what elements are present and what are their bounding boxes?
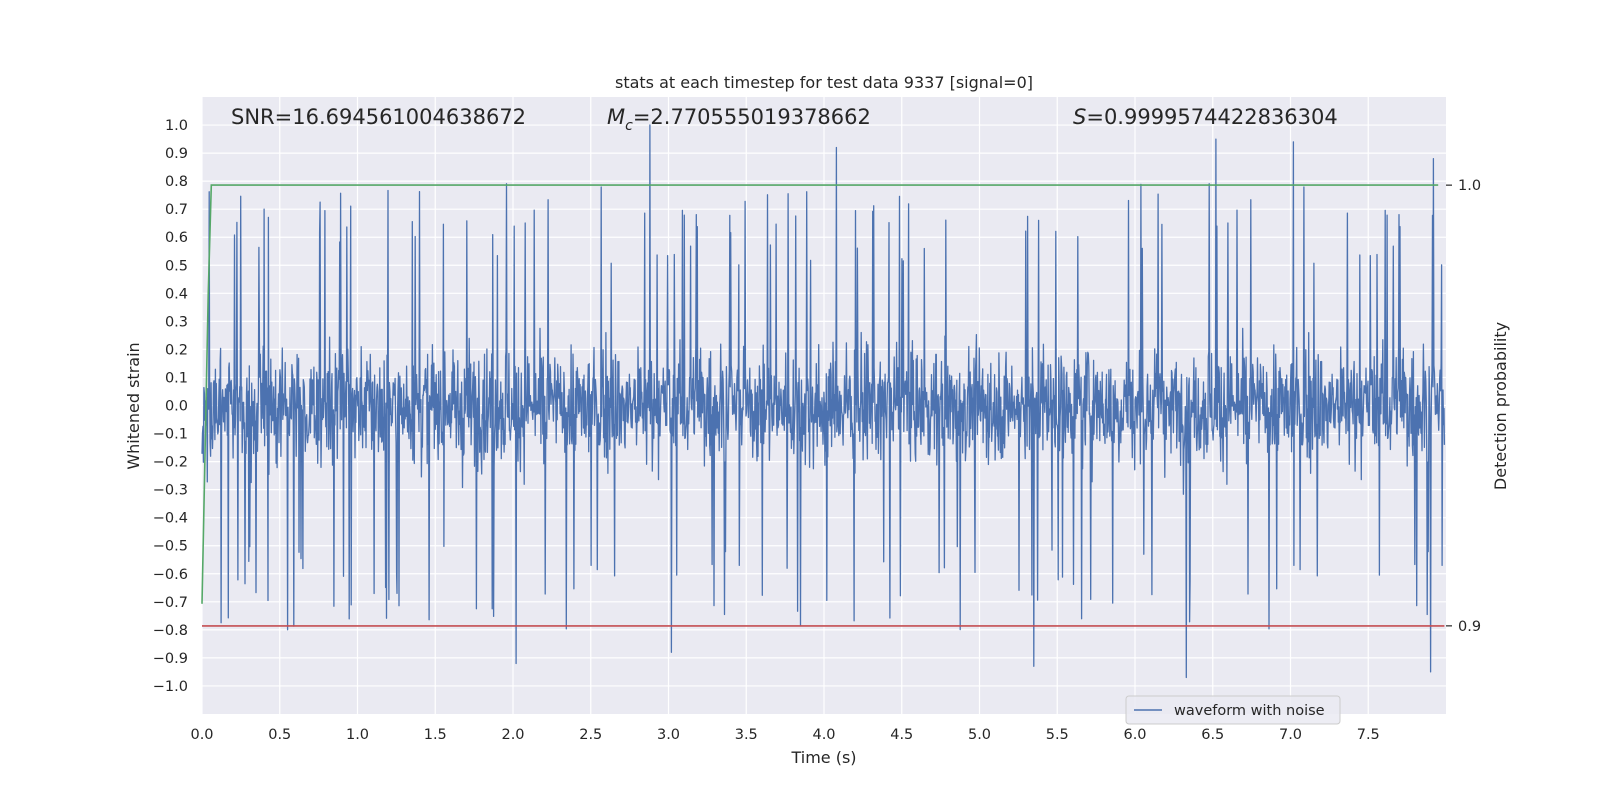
x-tick-label: 1.0 [346,727,369,743]
y-tick-label: −0.4 [153,511,188,527]
x-tick-label: 0.0 [190,727,213,743]
x-tick-label: 2.5 [579,727,602,743]
x-tick-label: 5.0 [968,727,991,743]
x-tick-label: 2.0 [501,727,524,743]
y-right-tick-label: 1.0 [1458,178,1481,194]
overlay-series [201,184,1445,627]
x-tick-label: 7.5 [1357,727,1380,743]
x-tick-label: 7.0 [1279,727,1302,743]
y-tick-label: 0.4 [165,286,188,302]
x-tick-labels: 0.0 0.5 1.0 1.5 2.0 2.5 3.0 3.5 4.0 4.5 5.0 5.5 6.0 6… [190,727,1379,743]
y-tick-label: 0.5 [165,258,188,274]
s-annotation: S=0.9999574422836304 [1073,105,1338,129]
y-tick-label: 0.1 [165,370,188,386]
mc-symbol: M [607,105,625,129]
x-tick-label: 6.0 [1123,727,1146,743]
chart-title: stats at each timestep for test data 933… [615,73,1033,92]
y-axis-title: Whitened strain [124,342,143,469]
y-tick-label: −1.0 [153,679,188,695]
mc-subscript: c [625,118,633,134]
x-tick-label: 3.0 [657,727,680,743]
legend-label: waveform with noise [1174,703,1325,719]
x-tick-label: 6.5 [1201,727,1224,743]
y-tick-label: 0.0 [165,399,188,415]
y-tick-label: 1.0 [165,118,188,134]
y-tick-label: −0.8 [153,623,188,639]
mc-annotation: Mc=2.770555019378662 [607,105,871,134]
x-tick-label: 4.0 [812,727,835,743]
x-axis-title: Time (s) [790,748,856,767]
y-tick-label: 0.9 [165,146,188,162]
y-tick-label: −0.6 [153,567,188,583]
x-tick-label: 4.5 [890,727,913,743]
s-symbol: S [1073,105,1086,129]
snr-annotation: SNR=16.694561004638672 [231,105,526,129]
y-tick-label: −0.9 [153,651,188,667]
y-right-tick-label: 0.9 [1458,619,1481,635]
x-tick-label: 5.5 [1046,727,1069,743]
y-tick-label: 0.3 [165,314,188,330]
waveform-line [201,124,1446,679]
legend: waveform with noise [1125,695,1341,725]
y-right-tick-labels: 1.0 0.9 [1446,178,1481,635]
y-tick-label: −0.3 [153,483,188,499]
waveform-series [201,124,1446,679]
y-right-axis-title: Detection probability [1491,322,1510,490]
detection-probability-line [201,184,1439,604]
y-tick-labels: 1.0 0.9 0.8 0.7 0.6 0.5 0.4 0.3 0.2 0.1 0.0 −0.1 −0.… [153,118,188,695]
x-tick-label: 3.5 [735,727,758,743]
y-tick-label: −0.2 [153,455,188,471]
x-tick-label: 1.5 [424,727,447,743]
legend-box [1125,695,1341,725]
s-value: =0.9999574422836304 [1086,105,1337,129]
y-tick-label: 0.7 [165,202,188,218]
y-tick-label: 0.6 [165,230,188,246]
y-tick-label: −0.5 [153,539,188,555]
y-tick-label: −0.7 [153,595,188,611]
y-tick-label: −0.1 [153,427,188,443]
mc-value: =2.770555019378662 [633,105,871,129]
y-tick-label: 0.8 [165,174,188,190]
y-tick-label: 0.2 [165,342,188,358]
x-tick-label: 0.5 [268,727,291,743]
